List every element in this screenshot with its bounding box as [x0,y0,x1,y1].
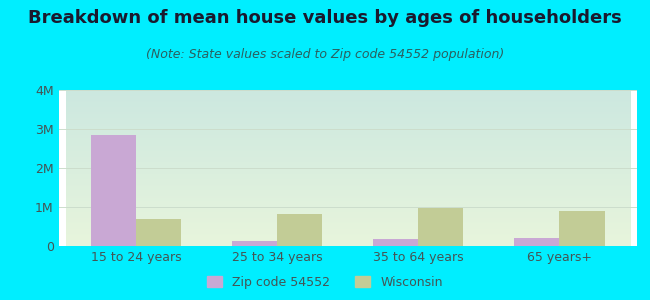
Bar [232,241,277,246]
Bar [560,211,604,246]
Text: (Note: State values scaled to Zip code 54552 population): (Note: State values scaled to Zip code 5… [146,48,504,61]
Bar [136,220,181,246]
Bar [373,239,419,246]
Bar [419,208,463,246]
Bar [91,135,136,246]
Bar [277,214,322,246]
Legend: Zip code 54552, Wisconsin: Zip code 54552, Wisconsin [202,271,448,294]
Text: Breakdown of mean house values by ages of householders: Breakdown of mean house values by ages o… [28,9,622,27]
Bar [514,238,560,246]
